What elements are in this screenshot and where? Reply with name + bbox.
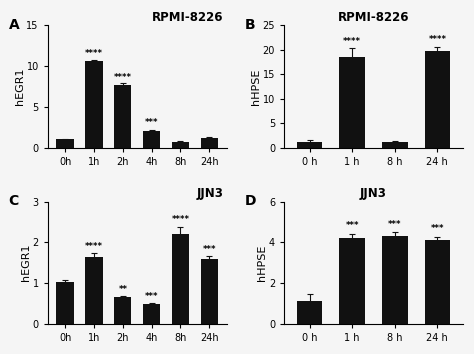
Text: B: B	[245, 18, 255, 32]
Title: RPMI-8226: RPMI-8226	[338, 11, 409, 24]
Text: ***: ***	[430, 224, 444, 233]
Bar	[56, 139, 74, 148]
Text: ****: ****	[172, 215, 190, 224]
Text: D: D	[245, 194, 256, 208]
Bar	[425, 240, 450, 324]
Bar	[85, 61, 102, 148]
Bar	[56, 282, 74, 324]
Y-axis label: hEGR1: hEGR1	[15, 68, 25, 105]
Text: ***: ***	[145, 118, 158, 127]
Text: ****: ****	[343, 37, 361, 46]
Bar	[172, 142, 189, 148]
Bar	[143, 131, 160, 148]
Y-axis label: hHPSE: hHPSE	[251, 68, 261, 104]
Bar	[382, 236, 408, 324]
Text: ****: ****	[114, 73, 132, 81]
Text: ***: ***	[346, 221, 359, 230]
Bar	[201, 138, 218, 148]
Bar	[297, 142, 322, 148]
Text: A: A	[9, 18, 19, 32]
Bar	[143, 304, 160, 324]
Bar	[85, 257, 102, 324]
Text: ***: ***	[145, 292, 158, 301]
Text: ****: ****	[85, 49, 103, 58]
Text: **: **	[118, 285, 128, 294]
Bar	[114, 297, 131, 324]
Bar	[114, 85, 131, 148]
Bar	[201, 259, 218, 324]
Text: ***: ***	[388, 220, 401, 229]
Text: ***: ***	[202, 245, 216, 254]
Bar	[382, 142, 408, 148]
Bar	[297, 302, 322, 324]
Title: JJN3: JJN3	[360, 187, 387, 200]
Text: C: C	[9, 194, 19, 208]
Bar	[425, 51, 450, 148]
Text: JJN3: JJN3	[196, 187, 223, 200]
Text: RPMI-8226: RPMI-8226	[152, 11, 223, 24]
Y-axis label: hEGR1: hEGR1	[21, 244, 31, 281]
Bar	[339, 57, 365, 148]
Y-axis label: hHPSE: hHPSE	[257, 245, 267, 281]
Bar	[339, 238, 365, 324]
Text: ****: ****	[428, 35, 447, 44]
Bar	[172, 234, 189, 324]
Text: ****: ****	[85, 242, 103, 251]
